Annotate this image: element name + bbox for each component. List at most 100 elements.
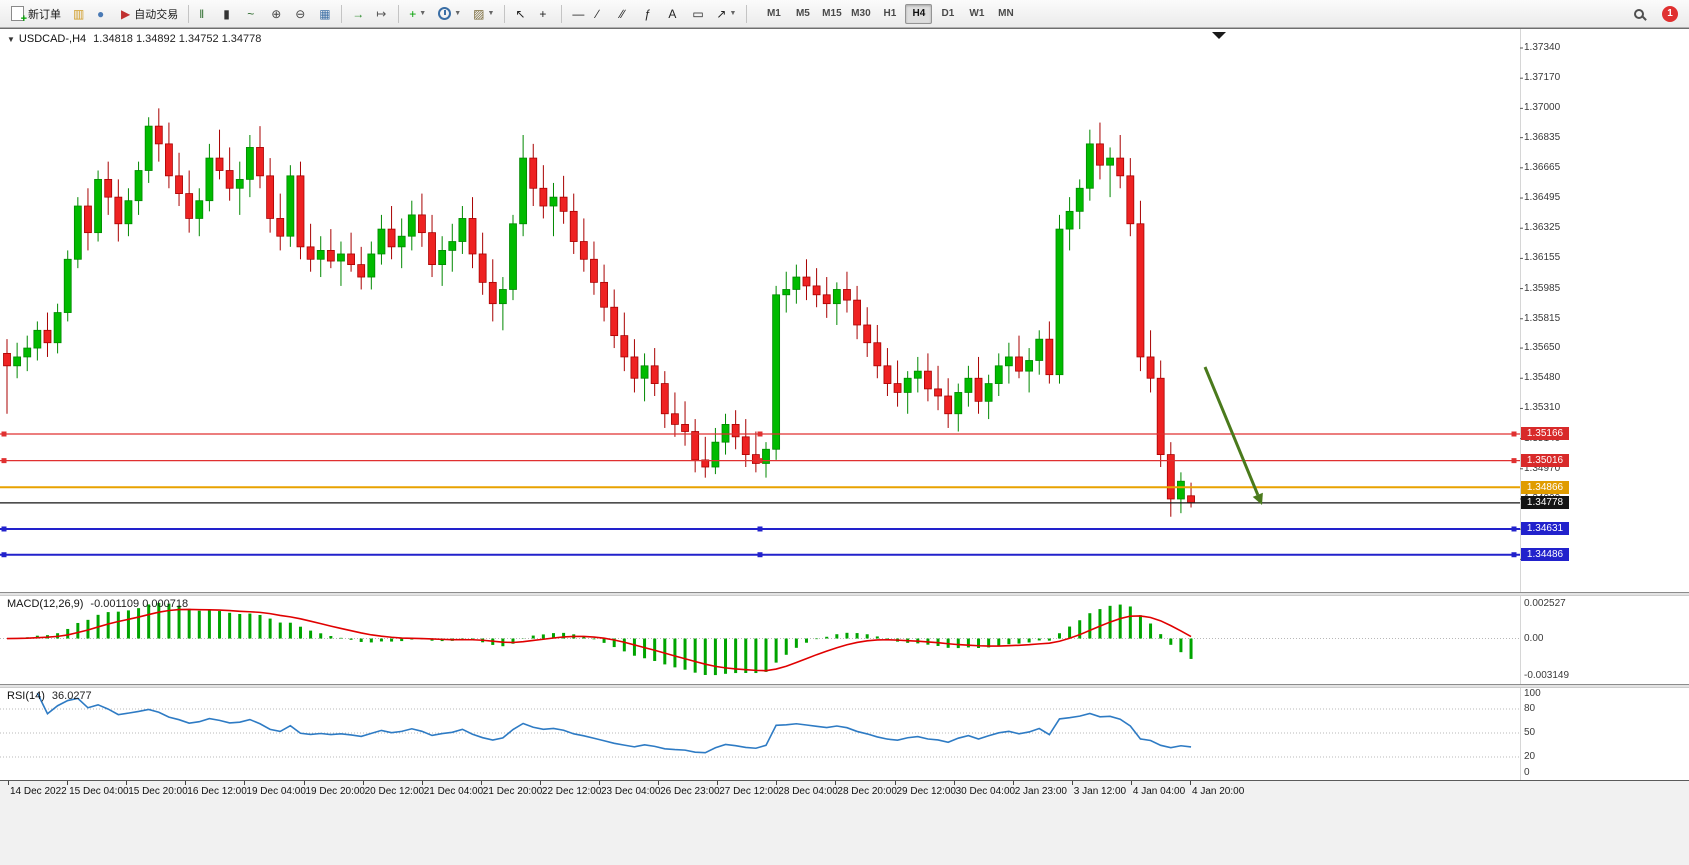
timeframe-m5[interactable]: M5 <box>795 8 810 19</box>
channel-icon: ∕∕ <box>620 6 625 21</box>
time-axis-tick <box>244 781 246 785</box>
time-axis-tick <box>1012 781 1014 785</box>
horizontal-line-button[interactable]: — <box>567 3 589 25</box>
candle-chart-icon: ▮ <box>223 6 230 21</box>
line-handle[interactable] <box>1511 526 1517 532</box>
pane-splitter-rsi[interactable] <box>0 684 1689 688</box>
candle-chart-button[interactable]: ▮ <box>218 3 240 25</box>
line-handle[interactable] <box>1 458 7 464</box>
line-handle[interactable] <box>757 552 763 558</box>
time-axis-tick <box>717 781 719 785</box>
line-handle[interactable] <box>757 431 763 437</box>
auto-trading-button[interactable]: ▶ 自动交易 <box>116 3 183 25</box>
timeframe-w1[interactable]: W1 <box>969 8 985 19</box>
indicators-button[interactable]: + ▼ <box>404 3 431 25</box>
crosshair-button[interactable]: + <box>534 3 556 25</box>
text-button[interactable]: A <box>663 3 685 25</box>
new-order-button[interactable]: 新订单 <box>6 3 66 25</box>
candle <box>286 165 295 247</box>
line-handle[interactable] <box>1 431 7 437</box>
fibonacci-button[interactable]: ƒ <box>639 3 661 25</box>
text-label-button[interactable]: ▭ <box>687 3 709 25</box>
time-axis-tick <box>362 781 364 785</box>
price-axis-label: 1.37340 <box>1524 41 1561 53</box>
line-handle[interactable] <box>1511 431 1517 437</box>
symbol-menu-icon[interactable]: ▼ <box>7 35 15 44</box>
cursor-button[interactable]: ↖ <box>510 3 532 25</box>
trendline-button[interactable]: ∕ <box>591 3 613 25</box>
price-pane <box>0 29 1523 592</box>
templates-button[interactable]: ▨ ▼ <box>468 3 499 25</box>
rsi-scale-label: 50 <box>1524 727 1536 738</box>
toolbar-separator <box>188 4 190 23</box>
price-axis-label: 1.37000 <box>1524 102 1561 114</box>
timeframe-m30[interactable]: M30 <box>851 8 871 19</box>
line-handle[interactable] <box>1511 552 1517 558</box>
zoom-out-icon: ⊖ <box>295 6 306 21</box>
timeframe-h1[interactable]: H1 <box>883 8 897 19</box>
timeframe-m15[interactable]: M15 <box>822 8 842 19</box>
timeframe-mn[interactable]: MN <box>998 8 1014 19</box>
candle <box>43 312 52 357</box>
candle <box>13 342 22 379</box>
zoom-out-button[interactable]: ⊖ <box>290 3 312 25</box>
search-button[interactable] <box>1629 3 1651 25</box>
auto-scroll-button[interactable]: → <box>347 3 369 25</box>
toolbar-separator <box>561 4 563 23</box>
line-chart-button[interactable]: ~ <box>242 3 264 25</box>
candle <box>3 339 11 414</box>
line-handle[interactable] <box>1 526 7 532</box>
periods-button[interactable]: ▼ <box>433 3 466 25</box>
price-axis-label: 1.36495 <box>1524 192 1561 204</box>
time-axis-label: 3 Jan 12:00 <box>1073 786 1127 797</box>
price-axis-label: 1.36155 <box>1524 252 1561 264</box>
line-handle[interactable] <box>757 526 763 532</box>
candle <box>104 161 113 215</box>
auto-trading-button-label: 自动交易 <box>134 8 179 21</box>
candle <box>994 353 1003 396</box>
price-axis-label: 1.36325 <box>1524 222 1561 234</box>
tile-windows-button[interactable]: ▦ <box>314 3 336 25</box>
candle <box>529 143 538 207</box>
line-handle[interactable] <box>757 458 763 464</box>
toolbar-main-group: 新订单▥●▶自动交易‖▮~⊕⊖▦→↦+▼▼▨▼↖+—∕∕∕ƒA▭↗▼ <box>5 3 751 25</box>
candle <box>782 271 791 313</box>
candle <box>924 353 932 402</box>
chart-shift-button[interactable]: ↦ <box>371 3 393 25</box>
line-handle[interactable] <box>1511 458 1517 464</box>
market-watch-button[interactable]: ● <box>92 3 114 25</box>
timeframe-d1[interactable]: D1 <box>941 8 955 19</box>
candle <box>195 188 204 237</box>
time-axis[interactable]: 14 Dec 2022 15 Dec 04:00 15 Dec 20:00 16 De… <box>0 780 1689 799</box>
arrows-button[interactable]: ↗ ▼ <box>711 3 741 25</box>
notification-badge[interactable]: 1 <box>1662 5 1678 22</box>
price-axis-label: 1.36835 <box>1524 131 1561 143</box>
candle <box>873 324 882 379</box>
cursor-icon: ↖ <box>515 6 526 21</box>
timeframe-m1[interactable]: M1 <box>766 8 781 19</box>
candle <box>407 200 416 251</box>
timeframe-h4[interactable]: H4 <box>905 3 933 24</box>
time-axis-label: 15 Dec 20:00 <box>128 786 188 797</box>
candle <box>367 241 376 290</box>
candle <box>245 134 254 198</box>
line-handle[interactable] <box>1 552 7 558</box>
time-axis-label: 27 Dec 12:00 <box>719 786 779 797</box>
candle <box>539 165 548 219</box>
bar-chart-button[interactable]: ‖ <box>194 3 216 25</box>
candle <box>671 392 679 437</box>
channel-button[interactable]: ∕∕ <box>615 3 637 25</box>
pane-splitter-macd[interactable] <box>0 592 1689 596</box>
candle <box>1015 335 1023 379</box>
candle <box>488 259 497 322</box>
chart-shift-marker[interactable] <box>1212 32 1226 39</box>
candle <box>1035 330 1044 375</box>
trend-arrow[interactable] <box>1203 366 1260 496</box>
zoom-in-button[interactable]: ⊕ <box>266 3 288 25</box>
candle <box>822 277 831 318</box>
candle <box>276 193 285 251</box>
candle <box>144 117 153 183</box>
candle <box>731 410 740 450</box>
time-axis-label: 16 Dec 12:00 <box>187 786 247 797</box>
new-chart-button[interactable]: ▥ <box>68 3 90 25</box>
